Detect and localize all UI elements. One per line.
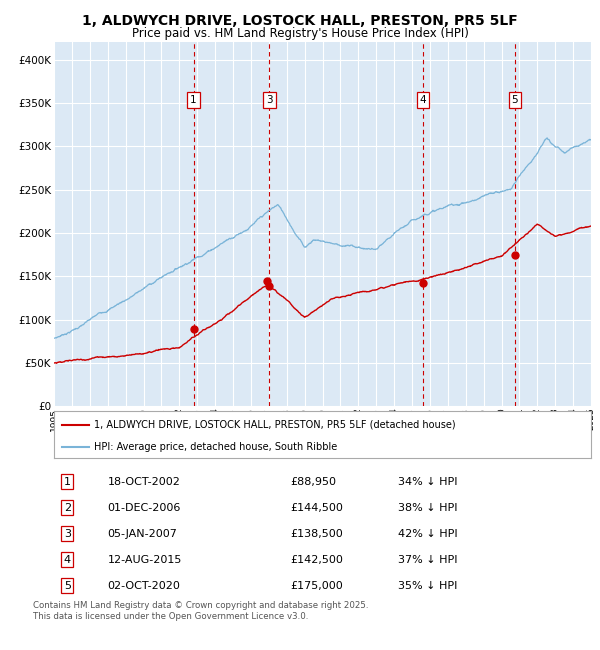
- Text: £175,000: £175,000: [290, 580, 343, 591]
- Text: 42% ↓ HPI: 42% ↓ HPI: [398, 528, 457, 539]
- Text: 1, ALDWYCH DRIVE, LOSTOCK HALL, PRESTON, PR5 5LF (detached house): 1, ALDWYCH DRIVE, LOSTOCK HALL, PRESTON,…: [94, 419, 456, 430]
- Text: 37% ↓ HPI: 37% ↓ HPI: [398, 554, 457, 565]
- Text: £144,500: £144,500: [290, 502, 343, 513]
- Text: 05-JAN-2007: 05-JAN-2007: [108, 528, 178, 539]
- Text: 02-OCT-2020: 02-OCT-2020: [108, 580, 181, 591]
- Text: 38% ↓ HPI: 38% ↓ HPI: [398, 502, 457, 513]
- Text: £138,500: £138,500: [290, 528, 343, 539]
- Text: 1, ALDWYCH DRIVE, LOSTOCK HALL, PRESTON, PR5 5LF: 1, ALDWYCH DRIVE, LOSTOCK HALL, PRESTON,…: [82, 14, 518, 29]
- Text: HPI: Average price, detached house, South Ribble: HPI: Average price, detached house, Sout…: [94, 441, 338, 452]
- Text: 18-OCT-2002: 18-OCT-2002: [108, 476, 181, 487]
- Text: 3: 3: [64, 528, 71, 539]
- Text: 35% ↓ HPI: 35% ↓ HPI: [398, 580, 457, 591]
- Text: 5: 5: [64, 580, 71, 591]
- Text: Contains HM Land Registry data © Crown copyright and database right 2025.
This d: Contains HM Land Registry data © Crown c…: [33, 601, 368, 621]
- Text: 1: 1: [64, 476, 71, 487]
- Text: 12-AUG-2015: 12-AUG-2015: [108, 554, 182, 565]
- Text: 4: 4: [64, 554, 71, 565]
- Text: 5: 5: [512, 96, 518, 105]
- Text: 1: 1: [190, 96, 197, 105]
- Text: 01-DEC-2006: 01-DEC-2006: [108, 502, 181, 513]
- Text: £142,500: £142,500: [290, 554, 343, 565]
- Text: 3: 3: [266, 96, 272, 105]
- Text: 34% ↓ HPI: 34% ↓ HPI: [398, 476, 457, 487]
- Text: Price paid vs. HM Land Registry's House Price Index (HPI): Price paid vs. HM Land Registry's House …: [131, 27, 469, 40]
- Text: 2: 2: [64, 502, 71, 513]
- Text: 4: 4: [420, 96, 427, 105]
- Text: £88,950: £88,950: [290, 476, 336, 487]
